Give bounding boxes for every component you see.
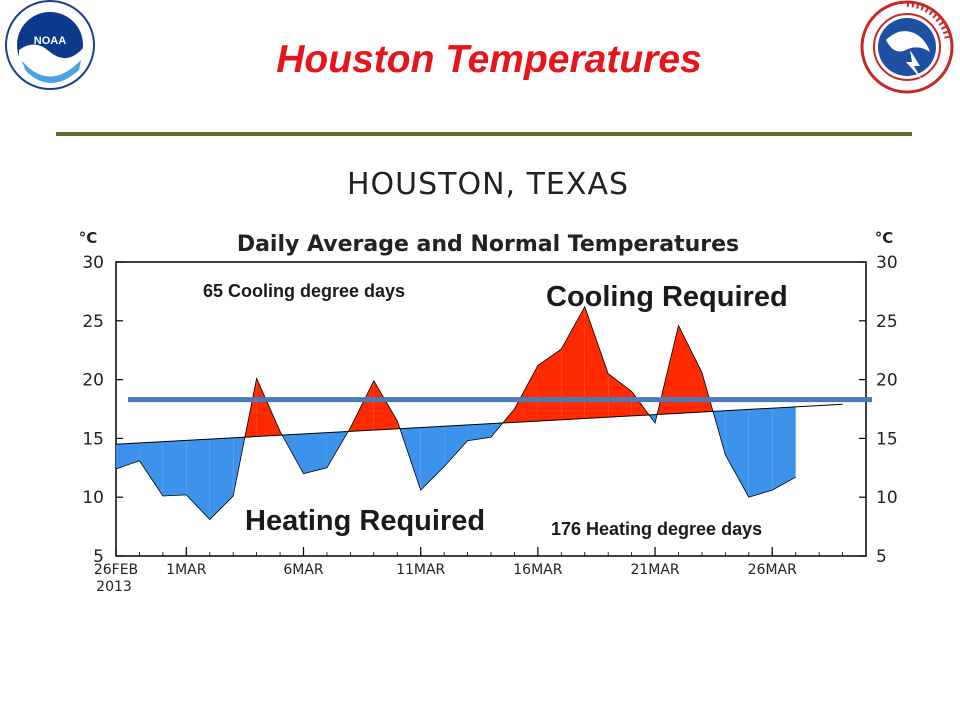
- y-tick-label-left: 20: [82, 371, 104, 391]
- y-tick-label-right: 20: [876, 371, 898, 391]
- y-tick-label-left: 25: [82, 312, 104, 332]
- above-normal-area: [256, 378, 281, 437]
- nws-logo-icon: [860, 0, 954, 94]
- x-tick-label: 11MAR: [396, 562, 445, 578]
- below-normal-area: [209, 437, 234, 520]
- below-normal-area: [748, 408, 773, 498]
- above-normal-area: [608, 373, 632, 418]
- normal-line: [115, 403, 843, 445]
- slide-title: Houston Temperatures: [276, 38, 702, 81]
- heating-required-callout: Heating Required: [245, 505, 486, 537]
- y-tick-label-right: 10: [876, 488, 898, 508]
- below-normal-area: [186, 439, 210, 520]
- y-axis-right-unit: °C: [875, 229, 894, 247]
- y-tick-label-right: 15: [876, 429, 898, 449]
- x-tick-label: 26MAR: [748, 562, 797, 578]
- below-normal-area: [772, 406, 796, 491]
- below-normal-area: [162, 440, 187, 497]
- y-tick-label-left: 10: [82, 488, 104, 508]
- x-tick-label: 26FEB: [94, 562, 138, 578]
- above-normal-area: [373, 380, 398, 431]
- y-tick-label-right: 25: [876, 312, 898, 332]
- x-tick-label: 1MAR: [166, 562, 207, 578]
- below-normal-area: [303, 432, 327, 474]
- noaa-logo-text: NOAA: [34, 35, 66, 47]
- above-normal-area: [678, 325, 702, 414]
- below-normal-area: [725, 409, 749, 498]
- x-tick-label: 21MAR: [630, 562, 679, 578]
- x-year-label: 2013: [96, 579, 132, 595]
- cooling-required-callout: Cooling Required: [546, 281, 788, 313]
- title-divider: [56, 132, 912, 136]
- above-normal-area: [537, 349, 562, 422]
- y-axis-left-unit: °C: [79, 229, 98, 247]
- above-normal-area: [584, 306, 609, 419]
- plot-frame: [115, 261, 867, 557]
- below-normal-area: [444, 424, 468, 467]
- below-normal-area: [467, 423, 491, 441]
- chart-subtitle: Daily Average and Normal Temperatures: [237, 232, 739, 257]
- y-tick-label-left: 30: [82, 253, 104, 273]
- y-tick-label-left: 5: [93, 547, 104, 567]
- cooling-degree-days-callout: 65 Cooling degree days: [203, 281, 406, 301]
- heating-degree-days-callout: 176 Heating degree days: [551, 519, 763, 539]
- chart-title: HOUSTON, TEXAS: [347, 167, 629, 202]
- x-tick-label: 16MAR: [513, 562, 562, 578]
- x-tick-label: 6MAR: [283, 562, 324, 578]
- y-tick-label-left: 15: [82, 429, 104, 449]
- y-tick-label-right: 30: [876, 253, 898, 273]
- above-normal-area: [514, 365, 538, 423]
- noaa-logo-icon: NOAA: [5, 0, 95, 90]
- below-normal-area: [420, 426, 445, 491]
- below-normal-area: [139, 441, 163, 497]
- daily-average-line: [115, 305, 796, 521]
- above-normal-area: [561, 306, 585, 420]
- y-tick-label-right: 5: [876, 547, 887, 567]
